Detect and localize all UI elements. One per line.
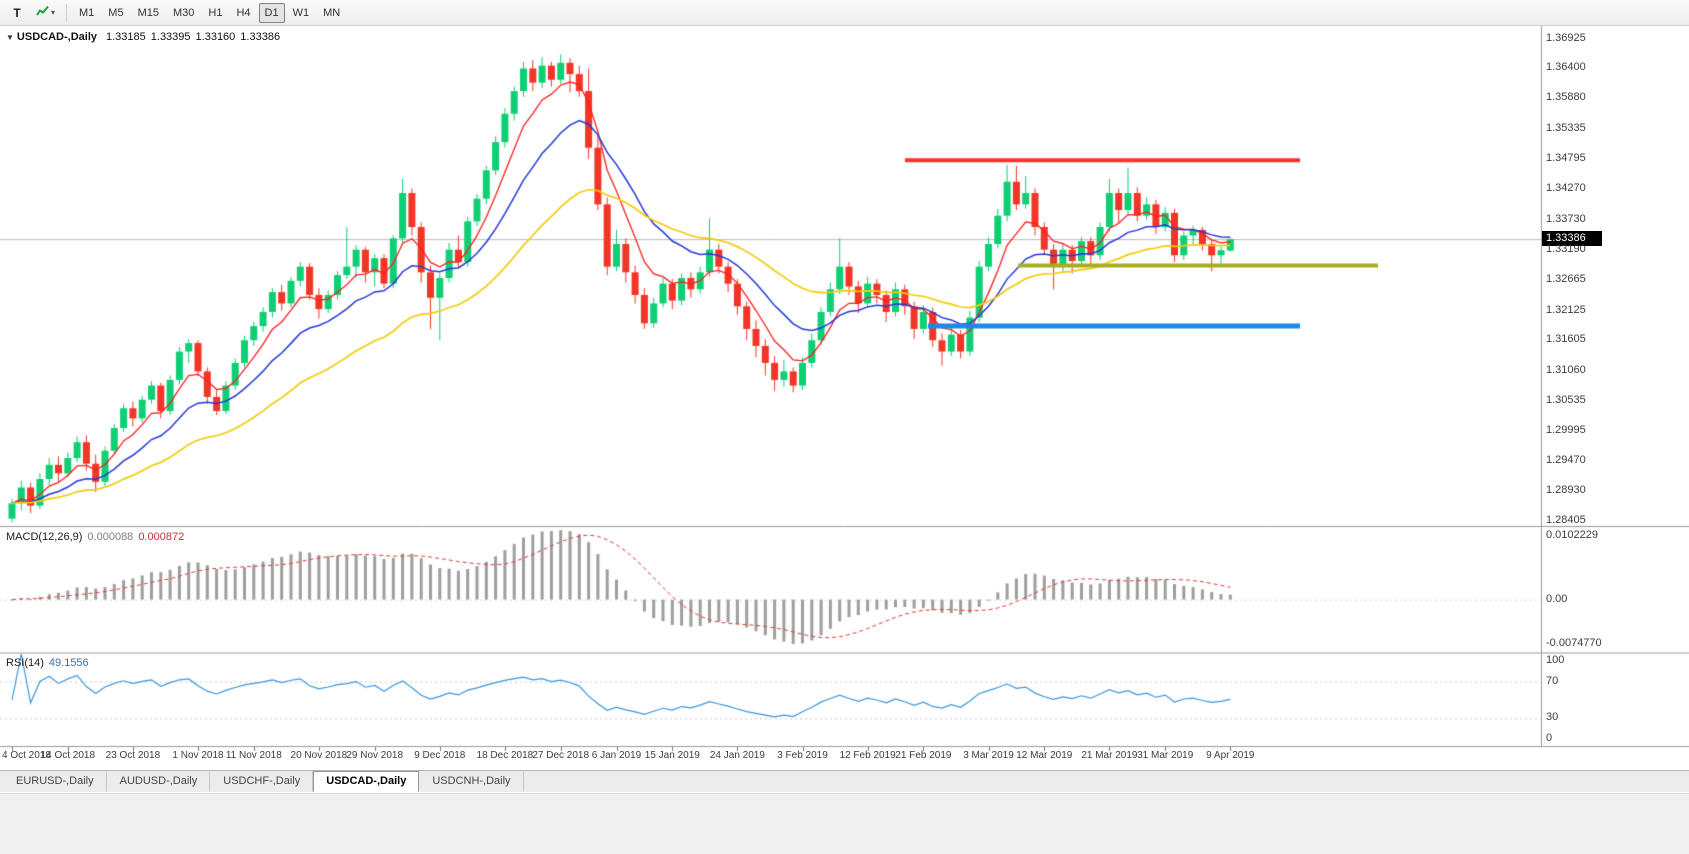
timeframe-m5-button[interactable]: M5: [102, 3, 129, 23]
timeframe-m1-button[interactable]: M1: [73, 3, 100, 23]
symbol-dropdown-icon[interactable]: ▼: [6, 32, 14, 42]
timeframe-w1-button[interactable]: W1: [287, 3, 316, 23]
timeframe-group: M1 M5 M15 M30 H1 H4 D1 W1 MN: [72, 2, 347, 23]
toolbar-separator: [66, 3, 68, 22]
dropdown-caret-icon: ▾: [51, 8, 56, 17]
timeframe-d1-button[interactable]: D1: [258, 2, 285, 23]
window-bottom-area: [0, 793, 1689, 854]
tab-usdchf-daily[interactable]: USDCHF-,Daily: [210, 771, 314, 792]
tab-eurusd-daily[interactable]: EURUSD-,Daily: [3, 771, 107, 792]
timeframe-h4-button[interactable]: H4: [230, 3, 256, 23]
timeframe-m15-button[interactable]: M15: [132, 3, 165, 23]
indicators-button[interactable]: ▾: [31, 3, 60, 23]
timeframe-m30-button[interactable]: M30: [167, 3, 200, 23]
tab-audusd-daily[interactable]: AUDUSD-,Daily: [107, 771, 211, 792]
text-tool-icon: T: [13, 5, 21, 20]
chart-tabs-bar: EURUSD-,Daily AUDUSD-,Daily USDCHF-,Daily U…: [0, 770, 1689, 792]
tab-usdcnh-daily[interactable]: USDCNH-,Daily: [419, 771, 524, 792]
indicator-icon: [36, 5, 49, 20]
top-toolbar: T ▾ M1 M5 M15 M30 H1 H4 D1 W1 MN: [0, 0, 1689, 26]
chart-tabs: EURUSD-,Daily AUDUSD-,Daily USDCHF-,Daily U…: [3, 771, 524, 792]
timeframe-h1-button[interactable]: H1: [202, 3, 228, 23]
text-tool-button[interactable]: T: [5, 3, 29, 23]
timeframe-mn-button[interactable]: MN: [317, 3, 346, 23]
tab-usdcad-daily[interactable]: USDCAD-,Daily: [313, 771, 420, 792]
